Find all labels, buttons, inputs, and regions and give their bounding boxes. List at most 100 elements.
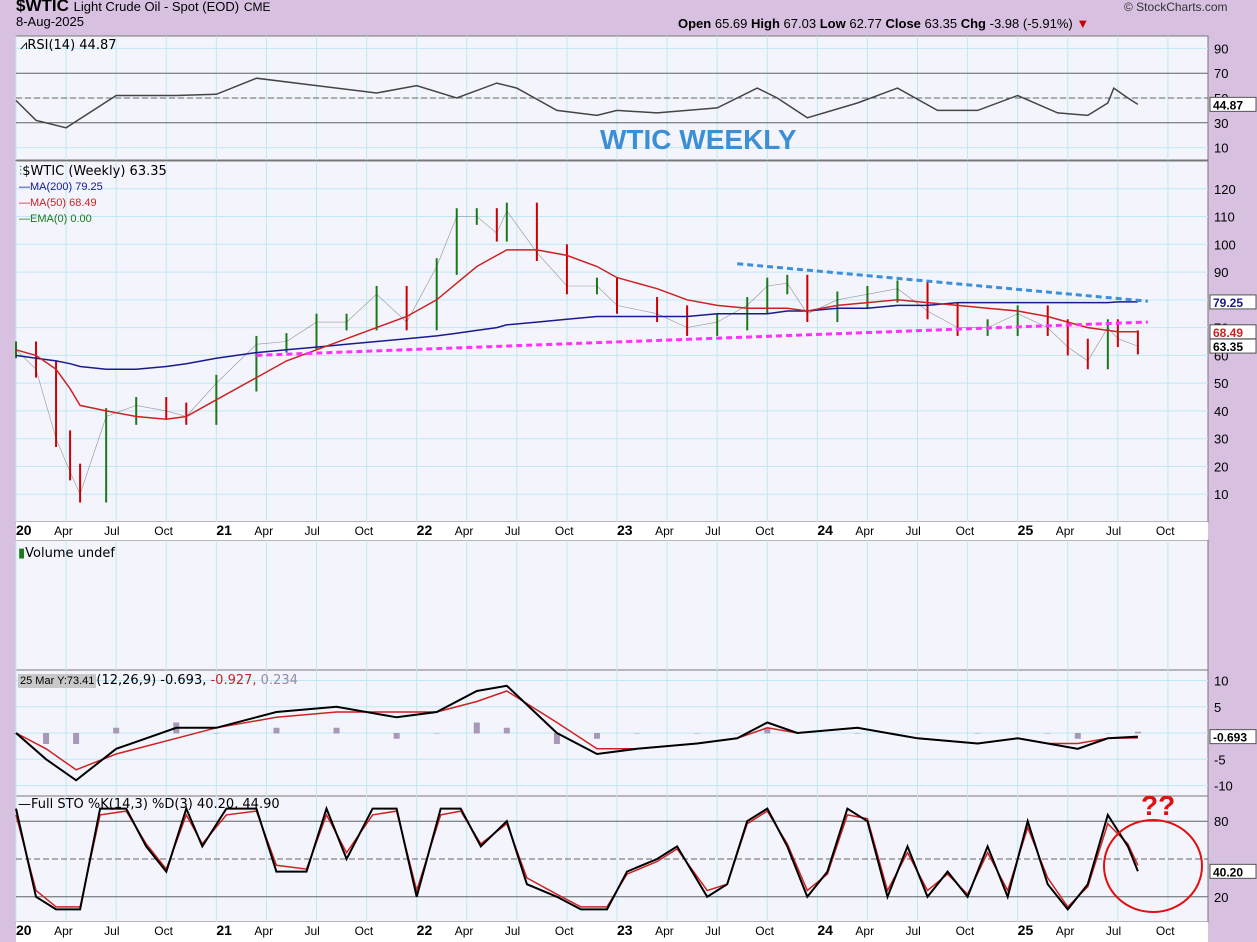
x-tick-label: Apr xyxy=(1056,924,1075,938)
macd-hist-bar xyxy=(1104,733,1111,734)
x-tick-label: Oct xyxy=(755,924,774,938)
x-axis-band-1 xyxy=(16,922,1208,942)
symbol: $WTIC xyxy=(16,0,69,15)
macd-last-value: -0.693 xyxy=(1213,731,1247,745)
ma200-legend-text: MA(200) 79.25 xyxy=(30,181,103,193)
macd-hist-bar xyxy=(1074,733,1081,739)
macd-y-tick: 5 xyxy=(1214,700,1221,715)
x-tick-label: Jul xyxy=(1106,524,1121,538)
ma200-swatch-icon: — xyxy=(19,181,30,193)
price-last-value: 63.35 xyxy=(1213,340,1243,354)
rsi-legend: ⩘RSI(14) 44.87 xyxy=(20,38,117,53)
rsi-y-tick: 70 xyxy=(1214,66,1228,81)
close-label: Close xyxy=(885,16,921,31)
x-axis-band-0 xyxy=(16,522,1208,540)
x-tick-label: Jul xyxy=(505,924,520,938)
macd-y-tick: -5 xyxy=(1214,752,1226,767)
macd-hist-bar xyxy=(634,733,641,734)
panel-volume xyxy=(15,539,1209,671)
x-tick-label: Oct xyxy=(154,524,173,538)
x-tick-label: 21 xyxy=(216,922,232,938)
x-tick-label: Jul xyxy=(906,924,921,938)
x-tick-label: 20 xyxy=(16,922,32,938)
price-y-tick: 120 xyxy=(1214,182,1236,197)
bar-chart-icon: ⫶ xyxy=(19,164,23,179)
x-tick-label: 22 xyxy=(417,922,433,938)
macd-hist-label: 0.234 xyxy=(260,673,298,688)
chg-value: -3.98 (-5.91%) xyxy=(989,16,1073,31)
x-tick-label: Apr xyxy=(54,524,73,538)
volume-bars-icon: ▮ xyxy=(18,546,26,561)
x-tick-label: Apr xyxy=(655,924,674,938)
ma200-legend: —MA(200) 79.25 xyxy=(19,181,103,193)
x-tick-label: 23 xyxy=(617,522,633,538)
ema-legend: —EMA(0) 0.00 xyxy=(19,213,92,225)
price-y-tick: 10 xyxy=(1214,487,1228,502)
x-tick-label: 23 xyxy=(617,922,633,938)
x-tick-label: Jul xyxy=(104,924,119,938)
ma50-last-value: 68.49 xyxy=(1213,326,1243,340)
sto-swatch-icon: — xyxy=(18,797,31,812)
down-arrow-icon: ▼ xyxy=(1076,16,1090,31)
x-tick-label: Oct xyxy=(956,524,975,538)
x-tick-label: Apr xyxy=(855,524,874,538)
price-y-tick: 50 xyxy=(1214,376,1228,391)
price-last-value-box xyxy=(1209,338,1257,354)
rsi-legend-icon: ⩘ xyxy=(20,38,28,53)
macd-hist-bar xyxy=(1134,731,1141,734)
macd-hist-bar xyxy=(113,727,120,734)
ma200-last-value: 79.25 xyxy=(1213,296,1243,310)
sto-last-value-box xyxy=(1209,863,1257,879)
volume-legend: ▮Volume undef xyxy=(18,546,115,561)
sto-last-value: 40.20 xyxy=(1213,865,1243,879)
rsi-y-tick: 10 xyxy=(1214,141,1228,156)
ema-legend-text: EMA(0) 0.00 xyxy=(30,213,92,225)
macd-hist-bar xyxy=(43,733,50,744)
exchange: CME xyxy=(243,0,271,14)
ma50-line xyxy=(15,249,1138,421)
x-tick-label: Oct xyxy=(154,924,173,938)
macd-hist-bar xyxy=(273,727,280,734)
x-tick-label: Apr xyxy=(855,924,874,938)
x-tick-label: 20 xyxy=(16,522,32,538)
high-label: High xyxy=(751,16,780,31)
x-tick-label: Apr xyxy=(1056,524,1075,538)
close-value: 63.35 xyxy=(924,16,958,31)
x-tick-label: 22 xyxy=(417,522,433,538)
macd-hist-bar xyxy=(553,733,560,744)
open-label: Open xyxy=(678,16,712,31)
x-tick-label: Oct xyxy=(755,524,774,538)
macd-legend: 25 Mar Y:73.41 (12,26,9) -0.693, -0.927, … xyxy=(18,673,298,688)
x-tick-label: Oct xyxy=(1156,524,1175,538)
description: Light Crude Oil - Spot (EOD) xyxy=(73,0,240,14)
ma50-swatch-icon: — xyxy=(19,197,30,209)
macd-hist-bar xyxy=(213,733,220,734)
volume-legend-text: Volume undef xyxy=(25,546,115,561)
sto-y-tick: 20 xyxy=(1214,890,1228,905)
price-legend-text: $WTIC (Weekly) 63.35 xyxy=(22,164,167,179)
macd-hist-bar xyxy=(974,733,981,734)
price-y-tick: 30 xyxy=(1214,432,1228,447)
macd-hist-bar xyxy=(73,733,80,744)
macd-hist-bar xyxy=(393,733,400,739)
x-tick-label: Oct xyxy=(555,924,574,938)
x-tick-label: 25 xyxy=(1018,522,1034,538)
price-y-tick: 40 xyxy=(1214,404,1228,419)
x-tick-label: 25 xyxy=(1018,922,1034,938)
symbol-title: $WTIC Light Crude Oil - Spot (EOD) CME xyxy=(16,0,270,16)
sto-legend-text: Full STO %K(14,3) %D(3) 40.20, 44.90 xyxy=(31,797,280,812)
chg-label: Chg xyxy=(960,16,986,31)
x-tick-label: 21 xyxy=(216,522,232,538)
wtic-weekly-annotation: WTIC WEEKLY xyxy=(600,124,797,155)
macd-hist-bar xyxy=(914,733,921,734)
x-tick-label: Jul xyxy=(305,524,320,538)
chart-date: 8-Aug-2025 xyxy=(16,14,84,29)
macd-hist-bar xyxy=(1014,733,1021,734)
high-value: 67.03 xyxy=(783,16,817,31)
x-tick-label: Oct xyxy=(1156,924,1175,938)
ma50-legend-text: MA(50) 68.49 xyxy=(30,197,97,209)
x-tick-label: Oct xyxy=(355,924,374,938)
price-y-tick: 100 xyxy=(1214,237,1236,252)
price-y-tick: 20 xyxy=(1214,459,1228,474)
macd-hist-bar xyxy=(593,733,600,739)
